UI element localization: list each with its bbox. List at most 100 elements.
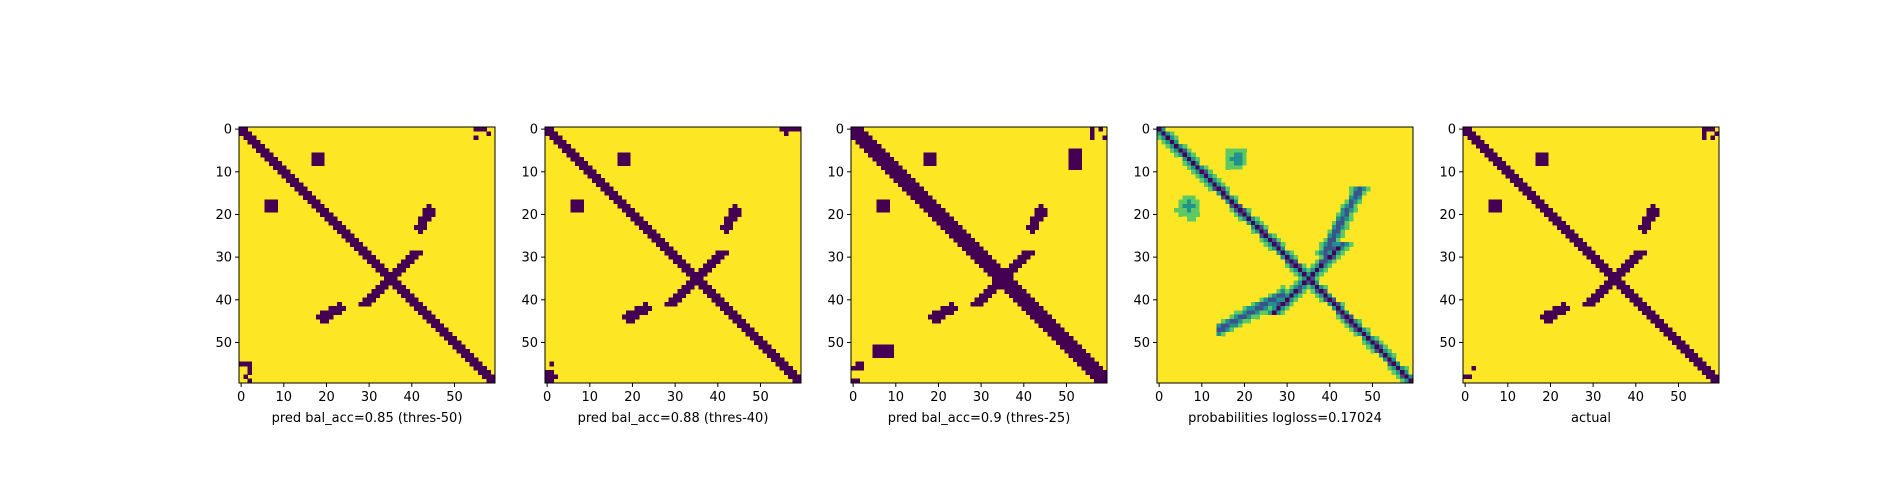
heatmap-cell <box>1467 135 1472 141</box>
heatmap-cell <box>426 208 432 213</box>
heatmap-cell <box>247 370 253 375</box>
heatmap-cell <box>690 267 695 273</box>
heatmap-cell <box>1229 152 1235 158</box>
heatmap-cell <box>418 250 423 256</box>
heatmap-cell <box>294 182 300 188</box>
heatmap-cell <box>1013 263 1018 269</box>
heatmap-cell <box>996 276 1001 281</box>
heatmap-cell <box>1102 370 1108 375</box>
heatmap-cell <box>885 348 890 354</box>
heatmap-cell <box>1072 348 1078 354</box>
heatmap-cell <box>966 250 971 256</box>
heatmap-cell <box>1178 139 1183 145</box>
heatmap-cell <box>932 314 937 320</box>
heatmap-cell <box>1195 203 1201 209</box>
heatmap-cell <box>936 314 941 320</box>
heatmap-cell <box>1544 156 1549 162</box>
heatmap-cell <box>979 255 984 260</box>
heatmap-cell <box>724 306 729 311</box>
heatmap-cell <box>1102 374 1108 380</box>
heatmap-cell <box>868 135 873 141</box>
y-tick-label: 50 <box>1439 336 1456 351</box>
heatmap-cell <box>1043 208 1048 213</box>
heatmap-cell <box>401 289 406 294</box>
heatmap-cell <box>1353 203 1358 209</box>
x-tick-label: 40 <box>710 390 727 405</box>
heatmap-cell <box>1186 152 1192 158</box>
heatmap-cell <box>1556 306 1562 311</box>
heatmap-cell <box>651 233 657 239</box>
heatmap-cell <box>788 127 793 132</box>
heatmap-cell <box>1650 203 1656 209</box>
heatmap-cell <box>1098 378 1104 384</box>
heatmap-cell <box>482 127 487 132</box>
heatmap-cell <box>413 297 419 303</box>
heatmap-cell <box>1501 165 1507 171</box>
heatmap-cell <box>893 161 899 166</box>
heatmap-cell <box>1492 208 1498 213</box>
heatmap-cell <box>1595 255 1600 260</box>
heatmap-cell <box>596 182 601 188</box>
heatmap-cell <box>1391 353 1397 358</box>
heatmap-cell <box>264 156 270 162</box>
heatmap-cell <box>1586 246 1592 252</box>
heatmap-cell <box>320 203 325 209</box>
heatmap-cell <box>1182 156 1188 162</box>
heatmap-cell <box>1336 233 1341 239</box>
heatmap-cell <box>1349 242 1354 247</box>
heatmap-cell <box>1556 310 1562 316</box>
heatmap-cell <box>741 327 746 333</box>
heatmap-cell <box>349 242 355 247</box>
x-tick-label: 10 <box>1194 390 1211 405</box>
heatmap-cell <box>1710 370 1716 375</box>
heatmap-cell <box>880 161 886 166</box>
heatmap-cell <box>1077 156 1082 162</box>
heatmap-cell <box>1000 267 1005 273</box>
heatmap-cell <box>354 246 359 252</box>
heatmap-cell <box>1013 267 1018 273</box>
heatmap-cell <box>1255 233 1260 239</box>
heatmap-cell <box>579 161 584 166</box>
heatmap-cell <box>1323 293 1329 299</box>
heatmap-cell <box>1561 301 1566 307</box>
heatmap-cell <box>1387 361 1393 367</box>
heatmap-cell <box>1289 301 1294 307</box>
heatmap-cell <box>1169 139 1175 145</box>
heatmap-cell <box>1242 220 1247 226</box>
heatmap-cell <box>448 340 453 345</box>
heatmap-cell <box>1327 242 1333 247</box>
heatmap-cell <box>1650 212 1656 217</box>
heatmap-cell <box>1310 276 1316 281</box>
heatmap-cell <box>677 289 682 294</box>
heatmap-cell <box>932 203 937 209</box>
heatmap-cell <box>1591 297 1596 303</box>
heatmap-cell <box>927 195 933 200</box>
heatmap-cell <box>979 246 984 252</box>
heatmap-cell <box>486 378 492 384</box>
heatmap-cell <box>660 246 665 252</box>
heatmap-cell <box>1280 284 1286 290</box>
heatmap-cell <box>1272 246 1277 252</box>
heatmap-cell <box>758 340 763 345</box>
heatmap-cell <box>902 169 907 175</box>
heatmap-cell <box>456 344 462 350</box>
heatmap-cell <box>367 297 372 303</box>
heatmap-cell <box>694 280 699 286</box>
heatmap-cell <box>724 229 729 235</box>
heatmap-cell <box>1250 310 1256 316</box>
heatmap-cell <box>779 365 785 371</box>
heatmap-cell <box>1306 276 1311 281</box>
heatmap-cell <box>1221 152 1226 158</box>
heatmap-cell <box>591 178 597 183</box>
heatmap-cell <box>957 229 963 235</box>
heatmap-cell <box>1293 255 1299 260</box>
heatmap-cell <box>1191 203 1196 209</box>
heatmap-cell <box>1676 344 1681 350</box>
heatmap-cell <box>328 314 334 320</box>
heatmap-cell <box>324 212 329 217</box>
heatmap-cell <box>1267 306 1273 311</box>
heatmap-cell <box>1327 259 1333 264</box>
heatmap-cell <box>715 297 721 303</box>
heatmap-cell <box>1077 348 1082 354</box>
